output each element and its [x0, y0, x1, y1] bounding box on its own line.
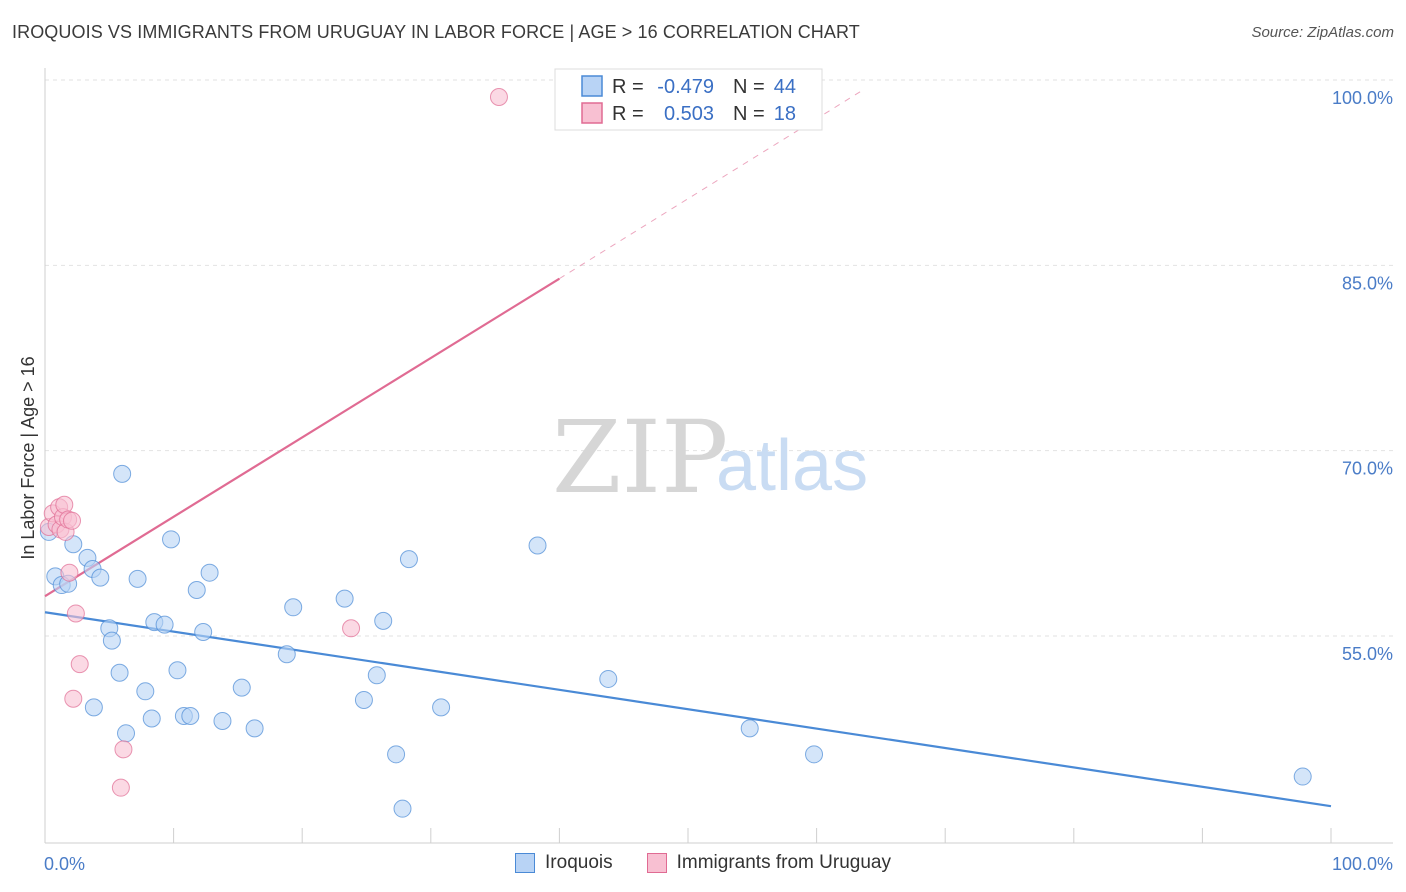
legend-n-label: N =: [733, 76, 765, 98]
legend-series-name: Iroquois: [545, 852, 613, 873]
data-point: [1293, 767, 1312, 786]
data-point: [136, 682, 155, 701]
data-point: [232, 678, 251, 697]
y-axis-label: In Labor Force | Age > 16: [18, 356, 38, 559]
trend-lines: [44, 90, 1332, 808]
data-point: [599, 669, 618, 688]
data-point: [63, 511, 82, 530]
stats-legend: R = -0.479 N = 44 R = 0.503 N = 18: [554, 68, 823, 131]
data-point: [528, 536, 547, 555]
data-point: [187, 580, 206, 599]
data-point: [399, 550, 418, 569]
legend-item-iroquois: Iroquois: [515, 852, 613, 874]
trend-line-1: [44, 277, 560, 598]
legend-r-label: R =: [612, 103, 644, 125]
data-point: [342, 619, 361, 638]
data-point: [367, 666, 386, 685]
series-legend: Iroquois Immigrants from Uruguay: [0, 852, 1406, 874]
y-tick-label: 70.0%: [1342, 459, 1393, 479]
data-point: [84, 698, 103, 717]
data-point: [374, 611, 393, 630]
data-point: [91, 568, 110, 587]
legend-series-name: Immigrants from Uruguay: [676, 852, 891, 873]
y-tick-labels: 100.0% 85.0% 70.0% 55.0%: [1332, 88, 1393, 664]
axes: [44, 68, 1393, 844]
data-point: [66, 604, 85, 623]
data-point: [168, 661, 187, 680]
watermark: ZIP atlas: [552, 399, 868, 516]
data-point: [111, 778, 130, 797]
data-point: [213, 711, 232, 730]
legend-swatch: [515, 853, 536, 873]
data-points: [39, 88, 1312, 818]
data-point: [277, 645, 296, 664]
legend-swatch-uruguay: [581, 102, 603, 124]
data-point: [354, 690, 373, 709]
data-point: [393, 799, 412, 818]
source-label: Source: ZipAtlas.com: [1251, 24, 1394, 41]
y-tick-label: 85.0%: [1342, 273, 1393, 293]
y-tick-label: 55.0%: [1342, 644, 1393, 664]
data-point: [114, 740, 133, 759]
data-point: [70, 655, 89, 674]
data-point: [162, 530, 181, 549]
chart-title: IROQUOIS VS IMMIGRANTS FROM URUGUAY IN L…: [12, 22, 860, 42]
data-point: [60, 563, 79, 582]
data-point: [805, 745, 824, 764]
x-tick-label: 0.0%: [44, 854, 85, 874]
data-point: [740, 719, 759, 738]
gridlines: [45, 79, 1393, 637]
data-point: [335, 589, 354, 608]
legend-n-value: 18: [774, 103, 796, 125]
data-point: [110, 663, 129, 682]
data-point: [64, 689, 83, 708]
legend-r-label: R =: [612, 76, 644, 98]
data-point: [181, 707, 200, 726]
legend-item-uruguay: Immigrants from Uruguay: [646, 852, 891, 874]
data-point: [113, 464, 132, 483]
data-point: [155, 615, 174, 634]
data-point: [284, 598, 303, 617]
data-point: [142, 709, 161, 728]
data-point: [128, 569, 147, 588]
data-point: [432, 698, 451, 717]
legend-swatch-iroquois: [581, 75, 603, 97]
watermark-zip: ZIP: [552, 399, 728, 516]
data-point: [200, 563, 219, 582]
legend-n-value: 44: [774, 76, 796, 98]
legend-swatch: [646, 853, 667, 873]
data-point: [245, 719, 264, 738]
y-tick-label: 100.0%: [1332, 88, 1393, 108]
data-point: [102, 631, 121, 650]
legend-r-value: -0.479: [657, 76, 714, 98]
legend-n-label: N =: [733, 103, 765, 125]
x-tick-label: 100.0%: [1332, 854, 1393, 874]
data-point: [387, 745, 406, 764]
data-point: [117, 724, 136, 743]
legend-r-value: 0.503: [664, 103, 714, 125]
trend-line-0: [44, 611, 1332, 808]
x-tick-labels: 0.0% 100.0%: [44, 854, 1393, 874]
data-point: [489, 88, 508, 106]
data-point: [194, 622, 213, 641]
watermark-atlas: atlas: [716, 426, 868, 506]
data-point: [55, 495, 74, 514]
